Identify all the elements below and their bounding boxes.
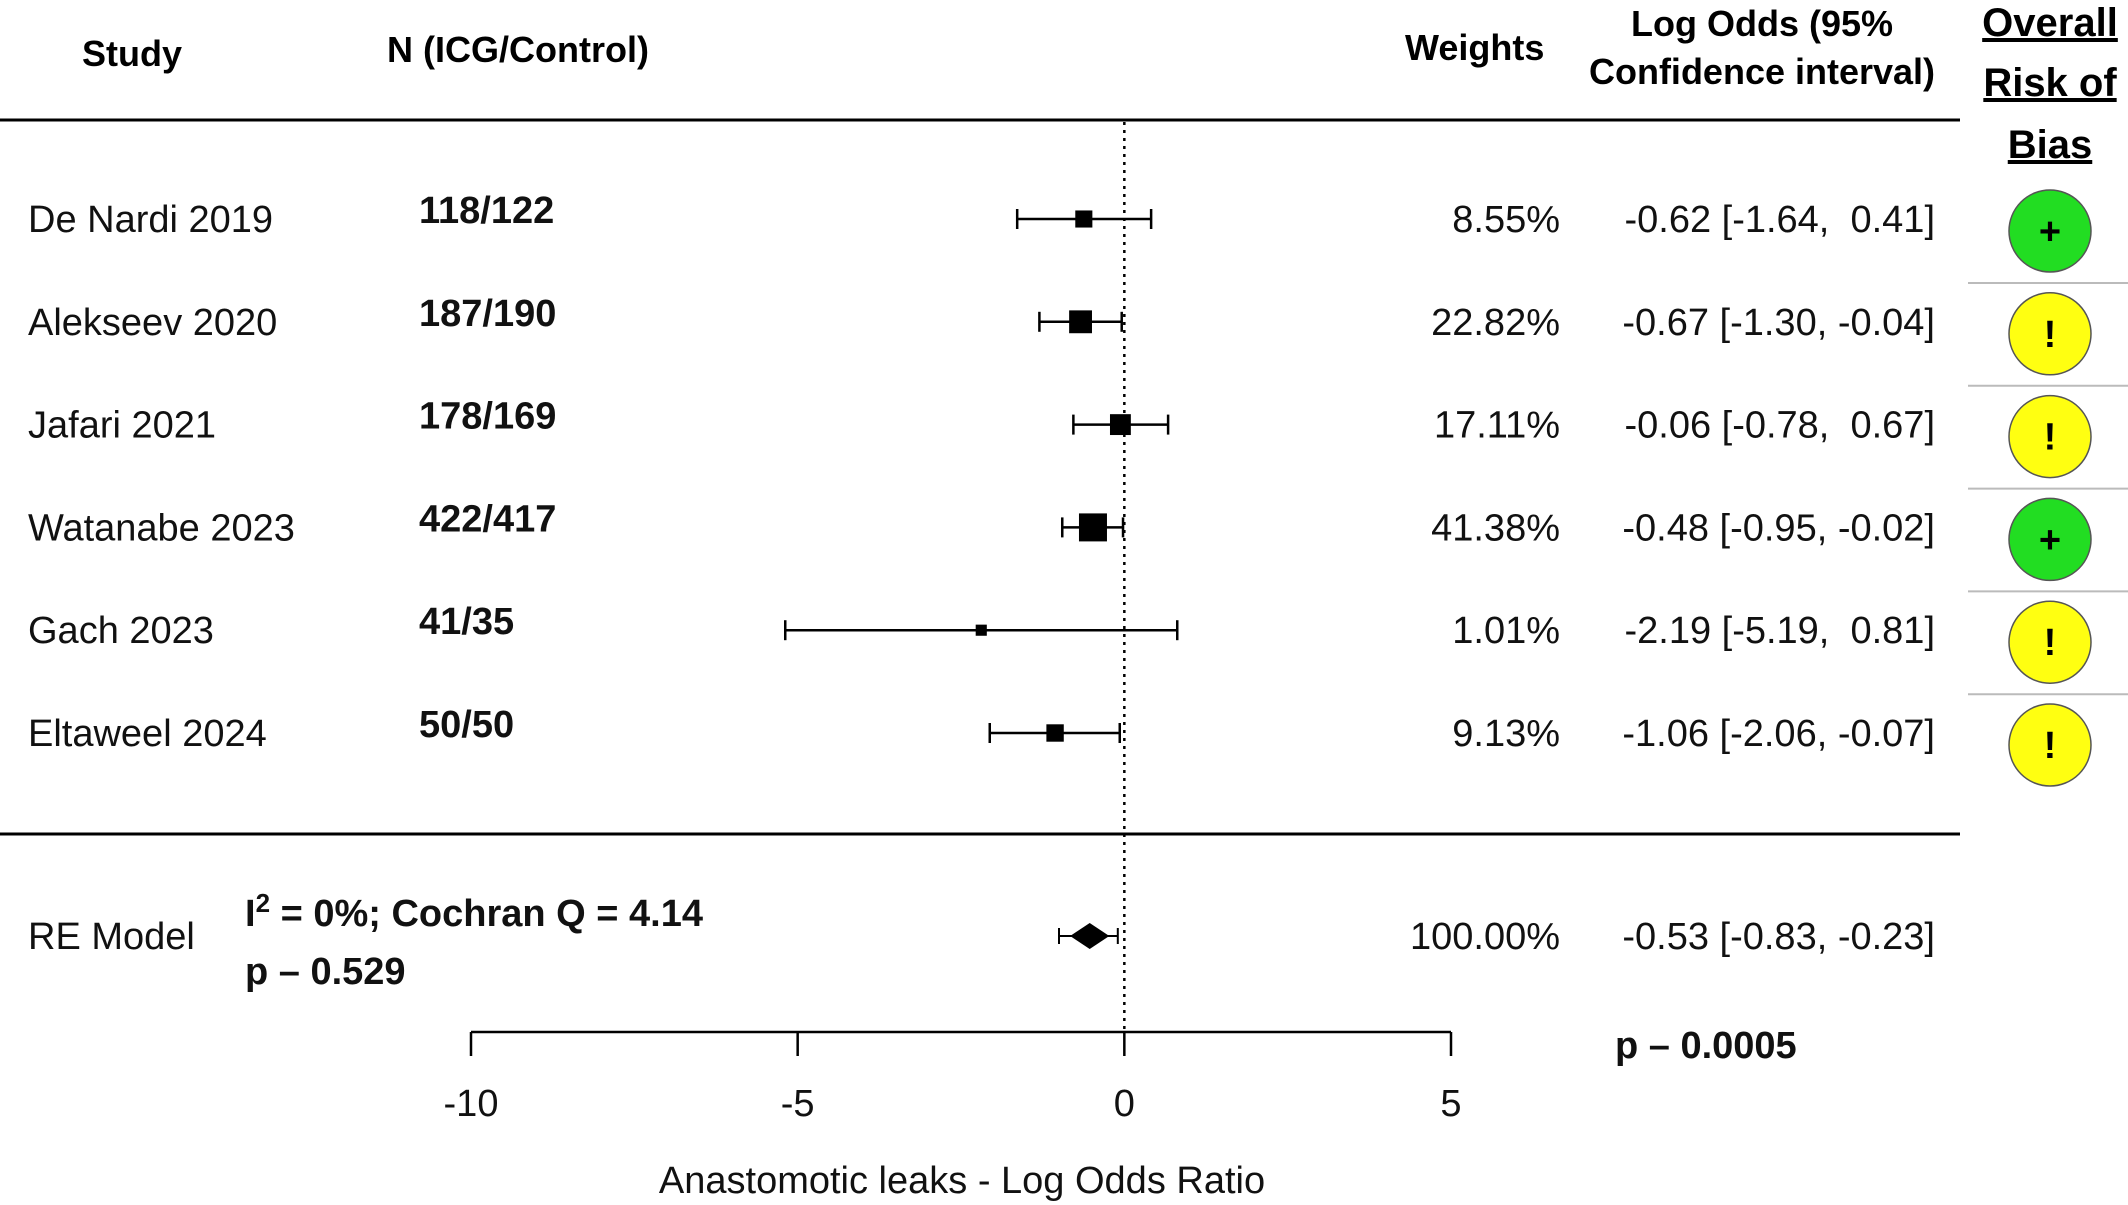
x-tick-label: -5: [781, 1083, 815, 1125]
pooled-heterogeneity-p: p – 0.529: [245, 951, 406, 993]
study-n: 50/50: [419, 704, 514, 746]
study-row: Watanabe 2023 422/417 41.38% -0.48 [-0.95, …: [28, 497, 2128, 593]
header-log-odds-2: Confidence interval): [1589, 51, 1935, 92]
x-tick-label: -10: [444, 1083, 499, 1125]
study-row: Jafari 2021 178/169 17.11% -0.06 [-0.78, 0.…: [28, 394, 2128, 490]
study-weight: 41.38%: [1431, 507, 1560, 549]
pooled-label: RE Model: [28, 916, 195, 958]
pooled-heterogeneity: I2 = 0%; Cochran Q = 4.14: [245, 888, 703, 935]
study-name: Gach 2023: [28, 610, 214, 652]
x-tick-label: 0: [1114, 1083, 1135, 1125]
study-weight: 8.55%: [1452, 199, 1560, 241]
header-n: N (ICG/Control): [387, 29, 649, 70]
heterogeneity-stats: = 0%; Cochran Q = 4.14: [270, 893, 703, 935]
rob-symbol: !: [2044, 725, 2057, 767]
rob-symbol: +: [2039, 211, 2061, 253]
rob-concerns-icon: [2008, 292, 2092, 376]
study-name: Watanabe 2023: [28, 507, 295, 549]
pooled-diamond: [1070, 923, 1110, 949]
point-estimate: [1075, 210, 1093, 228]
point-estimate: [1109, 414, 1131, 436]
study-name: Alekseev 2020: [28, 302, 277, 344]
study-n: 118/122: [419, 190, 554, 232]
study-weight: 22.82%: [1431, 302, 1560, 344]
rob-low-icon: [2008, 189, 2092, 273]
rob-concerns-icon: [2008, 394, 2092, 479]
study-weight: 9.13%: [1452, 713, 1560, 755]
i2-symbol: I: [245, 893, 256, 935]
study-name: Eltaweel 2024: [28, 713, 267, 755]
study-row: Eltaweel 2024 50/50 9.13% -1.06 [-2.06, -0.…: [28, 703, 2092, 787]
x-tick-label: 5: [1440, 1083, 1461, 1125]
rob-symbol: +: [2039, 519, 2061, 561]
rob-symbol: !: [2044, 622, 2057, 664]
header-log-odds-1: Log Odds (95%: [1631, 3, 1893, 44]
rob-symbol: !: [2044, 417, 2057, 459]
study-n: 187/190: [419, 293, 556, 335]
point-estimate: [1078, 513, 1107, 542]
study-row: Gach 2023 41/35 1.01% -2.19 [-5.19, 0.81]!: [28, 600, 2128, 696]
study-n: 178/169: [419, 396, 556, 438]
i2-superscript: 2: [256, 888, 270, 918]
header-rob-3: Bias: [2008, 123, 2093, 167]
study-n: 41/35: [419, 601, 514, 643]
study-weight: 17.11%: [1434, 405, 1560, 447]
header-rob-1: Overall: [1982, 1, 2118, 45]
pooled-weight: 100.00%: [1410, 916, 1560, 958]
study-ci: -1.06 [-2.06, -0.07]: [1622, 713, 1935, 755]
point-estimate: [1046, 724, 1064, 742]
study-ci: -0.62 [-1.64, 0.41]: [1624, 199, 1935, 241]
rob-concerns-icon: [2008, 703, 2092, 787]
study-rows: De Nardi 2019 118/122 8.55% -0.62 [-1.64, 0…: [28, 189, 2128, 787]
study-ci: -0.48 [-0.95, -0.02]: [1622, 507, 1935, 549]
study-ci: -0.06 [-0.78, 0.67]: [1624, 405, 1935, 447]
pooled-ci: -0.53 [-0.83, -0.23]: [1622, 916, 1935, 958]
study-row: De Nardi 2019 118/122 8.55% -0.62 [-1.64, 0…: [28, 189, 2128, 284]
study-ci: -2.19 [-5.19, 0.81]: [1624, 610, 1935, 652]
rob-concerns-icon: [2008, 600, 2092, 684]
pooled-row: RE Model I2 = 0%; Cochran Q = 4.14 p – 0.5…: [28, 888, 1935, 1067]
header-weights: Weights: [1405, 27, 1544, 68]
rob-symbol: !: [2044, 314, 2057, 356]
study-name: De Nardi 2019: [28, 199, 273, 241]
x-axis: -10 -5 0 5 Anastomotic leaks - Log Odds Rati…: [444, 1030, 1462, 1202]
study-weight: 1.01%: [1452, 610, 1560, 652]
point-estimate: [1069, 310, 1092, 334]
study-n: 422/417: [419, 498, 556, 540]
study-row: Alekseev 2020 187/190 22.82% -0.67 [-1.30, …: [28, 292, 2128, 387]
point-estimate: [975, 624, 987, 636]
rob-low-icon: [2008, 497, 2092, 582]
x-axis-label: Anastomotic leaks - Log Odds Ratio: [659, 1160, 1265, 1202]
header-rob-2: Risk of: [1983, 61, 2117, 105]
overall-p-value: p – 0.0005: [1615, 1025, 1797, 1067]
study-name: Jafari 2021: [28, 405, 216, 447]
header-study: Study: [82, 33, 182, 74]
study-ci: -0.67 [-1.30, -0.04]: [1622, 302, 1935, 344]
